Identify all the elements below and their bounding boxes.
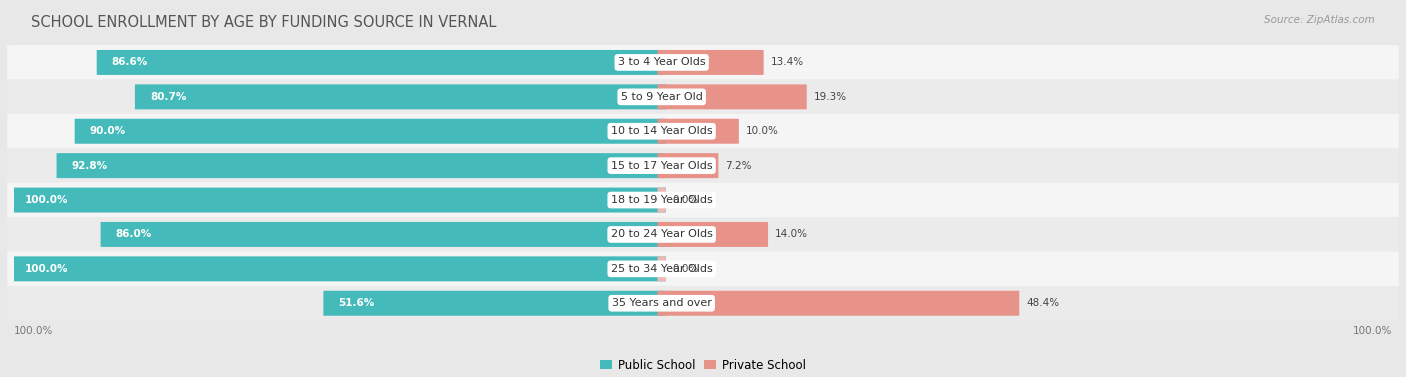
FancyBboxPatch shape bbox=[658, 291, 1019, 316]
Text: 51.6%: 51.6% bbox=[339, 298, 375, 308]
Legend: Public School, Private School: Public School, Private School bbox=[596, 355, 810, 375]
Text: 20 to 24 Year Olds: 20 to 24 Year Olds bbox=[610, 230, 713, 239]
Text: 48.4%: 48.4% bbox=[1026, 298, 1059, 308]
FancyBboxPatch shape bbox=[658, 153, 718, 178]
Text: 13.4%: 13.4% bbox=[770, 57, 804, 67]
Text: 86.0%: 86.0% bbox=[115, 230, 152, 239]
Text: Source: ZipAtlas.com: Source: ZipAtlas.com bbox=[1264, 15, 1375, 25]
Text: 100.0%: 100.0% bbox=[25, 195, 69, 205]
FancyBboxPatch shape bbox=[7, 217, 1399, 252]
FancyBboxPatch shape bbox=[7, 45, 1399, 80]
FancyBboxPatch shape bbox=[7, 80, 1399, 114]
FancyBboxPatch shape bbox=[658, 119, 738, 144]
Text: 0.0%: 0.0% bbox=[672, 264, 699, 274]
Text: 7.2%: 7.2% bbox=[725, 161, 752, 171]
FancyBboxPatch shape bbox=[658, 256, 666, 281]
FancyBboxPatch shape bbox=[7, 251, 1399, 286]
Text: SCHOOL ENROLLMENT BY AGE BY FUNDING SOURCE IN VERNAL: SCHOOL ENROLLMENT BY AGE BY FUNDING SOUR… bbox=[31, 15, 496, 30]
FancyBboxPatch shape bbox=[658, 84, 807, 109]
FancyBboxPatch shape bbox=[323, 291, 666, 316]
Text: 0.0%: 0.0% bbox=[672, 195, 699, 205]
FancyBboxPatch shape bbox=[7, 114, 1399, 149]
FancyBboxPatch shape bbox=[56, 153, 666, 178]
Text: 5 to 9 Year Old: 5 to 9 Year Old bbox=[620, 92, 703, 102]
Text: 80.7%: 80.7% bbox=[150, 92, 187, 102]
Text: 92.8%: 92.8% bbox=[72, 161, 108, 171]
FancyBboxPatch shape bbox=[97, 50, 666, 75]
FancyBboxPatch shape bbox=[10, 256, 666, 281]
Text: 100.0%: 100.0% bbox=[1353, 326, 1392, 336]
Text: 3 to 4 Year Olds: 3 to 4 Year Olds bbox=[617, 57, 706, 67]
FancyBboxPatch shape bbox=[658, 188, 666, 213]
Text: 25 to 34 Year Olds: 25 to 34 Year Olds bbox=[610, 264, 713, 274]
Text: 10 to 14 Year Olds: 10 to 14 Year Olds bbox=[610, 126, 713, 136]
Text: 19.3%: 19.3% bbox=[814, 92, 846, 102]
FancyBboxPatch shape bbox=[7, 183, 1399, 218]
Text: 18 to 19 Year Olds: 18 to 19 Year Olds bbox=[610, 195, 713, 205]
FancyBboxPatch shape bbox=[658, 222, 768, 247]
Text: 10.0%: 10.0% bbox=[745, 126, 779, 136]
FancyBboxPatch shape bbox=[7, 286, 1399, 320]
FancyBboxPatch shape bbox=[75, 119, 666, 144]
Text: 100.0%: 100.0% bbox=[25, 264, 69, 274]
FancyBboxPatch shape bbox=[658, 50, 763, 75]
Text: 100.0%: 100.0% bbox=[14, 326, 53, 336]
Text: 35 Years and over: 35 Years and over bbox=[612, 298, 711, 308]
Text: 14.0%: 14.0% bbox=[775, 230, 808, 239]
FancyBboxPatch shape bbox=[7, 148, 1399, 183]
Text: 15 to 17 Year Olds: 15 to 17 Year Olds bbox=[610, 161, 713, 171]
Text: 86.6%: 86.6% bbox=[112, 57, 148, 67]
Text: 90.0%: 90.0% bbox=[90, 126, 127, 136]
FancyBboxPatch shape bbox=[135, 84, 666, 109]
FancyBboxPatch shape bbox=[10, 188, 666, 213]
FancyBboxPatch shape bbox=[101, 222, 666, 247]
